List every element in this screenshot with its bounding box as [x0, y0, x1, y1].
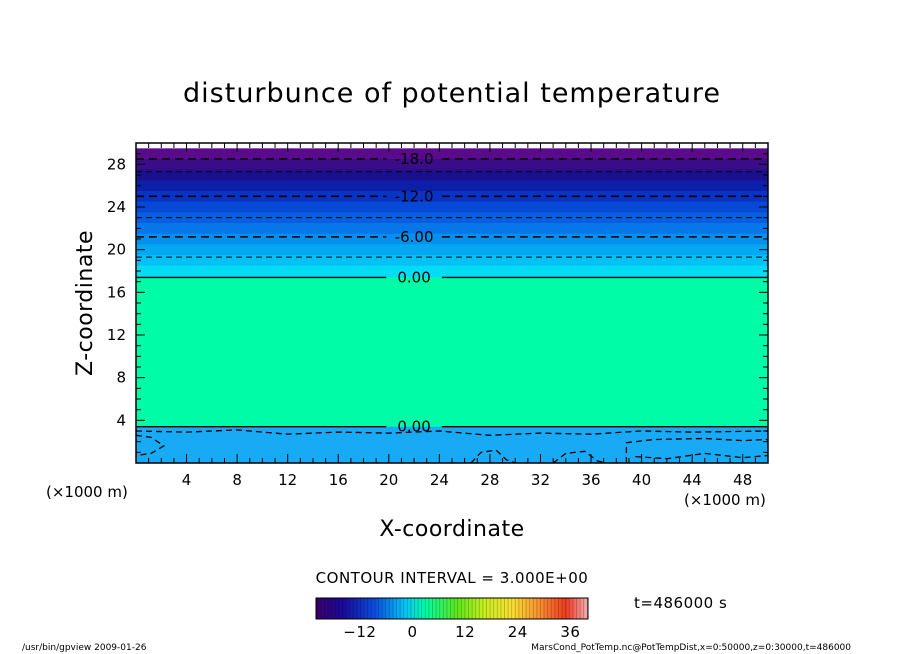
x-tick-label: 16 [329, 471, 348, 489]
x-tick-label: 32 [531, 471, 550, 489]
y-tick-label: 12 [107, 326, 126, 344]
colorbar-tick-label: 12 [455, 623, 475, 641]
x-tick-label: 36 [581, 471, 600, 489]
x-tick-label: 12 [278, 471, 297, 489]
x-tick-label: 28 [480, 471, 499, 489]
y-axis-title: Z-coordinate [73, 230, 98, 376]
footer-right: MarsCond_PotTemp.nc@PotTempDist,x=0:5000… [531, 643, 851, 653]
x-axis-ticks: 4 8 12 16 20 24 28 32 36 40 44 48 [148, 143, 756, 489]
contour-lines: -18.0 -12.0 -6.00 0.00 0.00 [136, 150, 768, 436]
x-tick-label: 24 [430, 471, 449, 489]
surface-contour [136, 434, 166, 457]
y-axis-ticks: 4 8 12 16 20 24 28 [107, 153, 768, 453]
surface-contour [625, 437, 768, 463]
heatmap-band [136, 233, 768, 245]
x-tick-label: 48 [733, 471, 752, 489]
surface-contour [136, 429, 768, 436]
chart-title: disturbunce of potential temperature [183, 78, 721, 109]
heatmap-band [136, 265, 768, 278]
time-label: t=486000 s [634, 594, 727, 612]
y-tick-label: 20 [107, 241, 126, 259]
contour-interval-text: CONTOUR INTERVAL = 3.000E+00 [316, 569, 589, 587]
heatmap-band [136, 191, 768, 203]
colorbar-tick-label: 0 [407, 623, 417, 641]
x-tick-label: 4 [182, 471, 192, 489]
colorbar-tick-label: 24 [508, 623, 528, 641]
contour-label: -12.0 [395, 187, 434, 205]
contour-label: 0.00 [397, 268, 430, 286]
heatmap-layers [136, 143, 768, 463]
footer-left: /usr/bin/gpview 2009-01-26 [22, 643, 147, 653]
x-tick-label: 40 [632, 471, 651, 489]
heatmap-band [136, 180, 768, 192]
heatmap-band [136, 277, 768, 428]
heatmap-band [136, 223, 768, 235]
surface-contours [136, 429, 768, 463]
y-tick-label: 4 [116, 411, 126, 429]
x-unit-label-right: (×1000 m) [684, 491, 766, 509]
y-tick-label: 28 [107, 155, 126, 173]
y-tick-label: 8 [116, 369, 126, 387]
x-tick-label: 8 [232, 471, 242, 489]
colorbar-tick-label: −12 [343, 623, 376, 641]
x-tick-label: 44 [683, 471, 702, 489]
y-tick-label: 16 [107, 283, 126, 301]
surface-contour [635, 452, 768, 460]
heatmap-band [136, 201, 768, 213]
colorbar-tick-label: 36 [560, 623, 580, 641]
x-tick-label: 20 [379, 471, 398, 489]
heatmap-band [136, 255, 768, 267]
colorbar-tick-labels: −12 0 12 24 36 [343, 623, 580, 641]
surface-contour [552, 450, 607, 463]
x-unit-label-left: (×1000 m) [46, 483, 128, 501]
heatmap-band [136, 148, 768, 160]
contour-label: -6.00 [395, 228, 434, 246]
y-tick-label: 24 [107, 198, 126, 216]
heatmap-band [136, 159, 768, 171]
x-axis-title: X-coordinate [379, 517, 524, 542]
contour-label: 0.00 [397, 418, 430, 436]
heatmap-band [136, 244, 768, 256]
contour-label: -18.0 [395, 150, 434, 168]
heatmap-band [136, 169, 768, 181]
heatmap-band [136, 426, 768, 463]
colorbar-divisions [316, 598, 588, 619]
